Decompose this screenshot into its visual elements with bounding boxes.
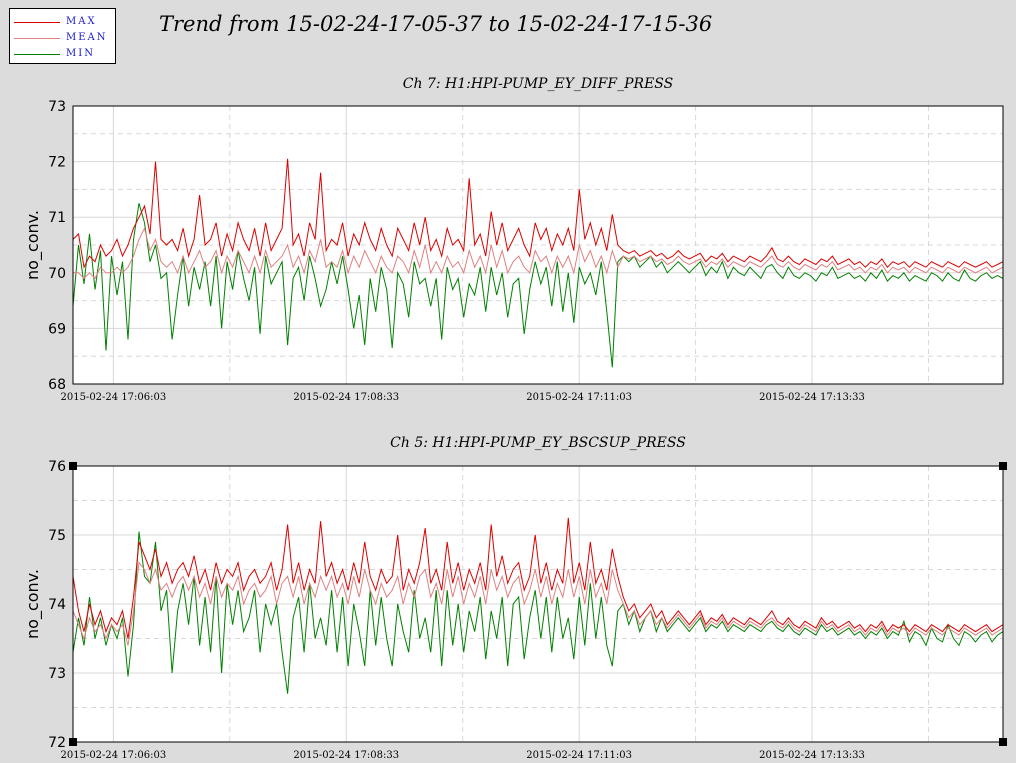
series-line-min bbox=[72, 203, 1004, 368]
x-tick-label: 2015-02-24 17:08:33 bbox=[293, 392, 399, 403]
y-tick-label: 73 bbox=[48, 666, 66, 682]
legend-swatch-mean bbox=[14, 38, 60, 39]
series-line-mean bbox=[73, 226, 1004, 280]
y-tick-label: 74 bbox=[48, 597, 66, 613]
selection-handle bbox=[999, 462, 1007, 470]
x-tick-label: 2015-02-24 17:08:33 bbox=[293, 750, 399, 761]
chart-1: 68 69 70 71 72 73 2015-02-24 17:06:03 2015-02-2… bbox=[23, 76, 1004, 403]
x-tick-label: 2015-02-24 17:13:33 bbox=[759, 392, 865, 403]
series-line-max bbox=[72, 517, 1004, 639]
y-tick-label: 72 bbox=[48, 735, 66, 751]
selection-handle bbox=[999, 738, 1007, 746]
y-tick-label: 75 bbox=[48, 528, 66, 544]
x-tick-label: 2015-02-24 17:11:03 bbox=[526, 750, 632, 761]
chart-title: Ch 7: H1:HPI-PUMP_EY_DIFF_PRESS bbox=[403, 76, 673, 92]
plot-border bbox=[72, 465, 1004, 743]
series-line-max bbox=[72, 158, 1004, 269]
x-tick-label: 2015-02-24 17:13:33 bbox=[759, 750, 865, 761]
series-line-min bbox=[72, 531, 1004, 694]
y-axis-label: no_conv. bbox=[23, 569, 43, 639]
chart-2: 72 73 74 75 76 2015-02-24 17:06:03 2015-02-24 … bbox=[23, 435, 1007, 761]
y-tick-label: 72 bbox=[48, 155, 66, 171]
y-tick-label: 76 bbox=[48, 459, 66, 475]
selection-handle bbox=[69, 738, 77, 746]
x-tick-label: 2015-02-24 17:06:03 bbox=[60, 750, 166, 761]
legend-label-max: MAX bbox=[66, 16, 97, 27]
y-tick-label: 71 bbox=[48, 210, 66, 226]
x-tick-label: 2015-02-24 17:11:03 bbox=[526, 392, 632, 403]
legend-item-mean: MEAN bbox=[10, 31, 117, 45]
y-tick-label: 70 bbox=[48, 266, 66, 282]
y-tick-label: 73 bbox=[48, 99, 66, 115]
y-tick-label: 69 bbox=[48, 321, 66, 337]
legend-item-max: MAX bbox=[10, 15, 117, 29]
selection-handle bbox=[69, 462, 77, 470]
legend-label-min: MIN bbox=[66, 48, 95, 59]
page-title: Trend from 15-02-24-17-05-37 to 15-02-24… bbox=[159, 12, 713, 36]
legend-swatch-min bbox=[14, 54, 60, 55]
y-axis-label: no_conv. bbox=[23, 210, 43, 280]
legend-swatch-max bbox=[14, 22, 60, 23]
chart-title: Ch 5: H1:HPI-PUMP_EY_BSCSUP_PRESS bbox=[390, 435, 686, 451]
series-line-mean bbox=[72, 561, 1004, 646]
legend-label-mean: MEAN bbox=[66, 32, 108, 43]
legend: MAX MEAN MIN bbox=[9, 8, 116, 64]
plot-border bbox=[72, 105, 1004, 385]
x-tick-label: 2015-02-24 17:06:03 bbox=[60, 392, 166, 403]
y-tick-label: 68 bbox=[48, 377, 66, 393]
legend-item-min: MIN bbox=[10, 47, 117, 61]
